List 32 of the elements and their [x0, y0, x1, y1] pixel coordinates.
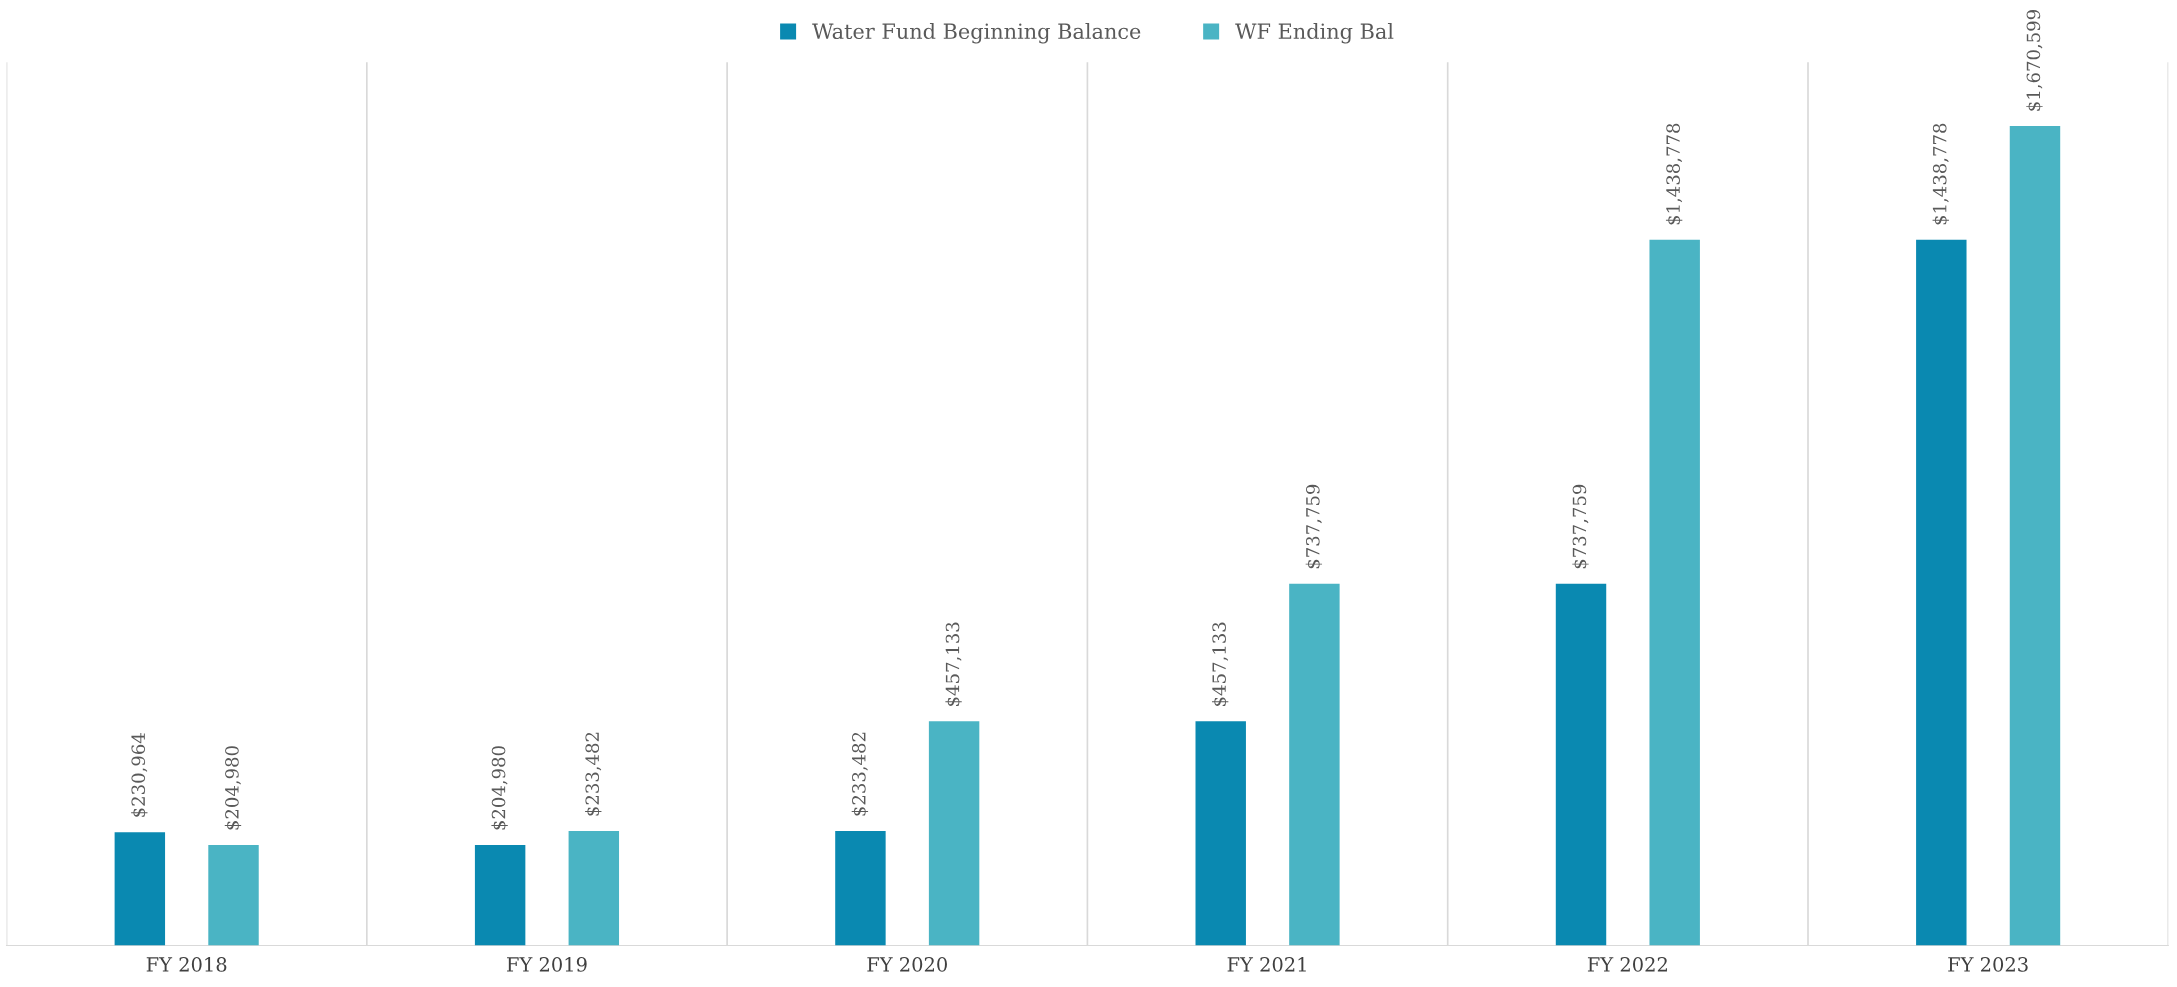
bar — [1289, 583, 1340, 946]
data-label: $737,759 — [1305, 484, 1323, 569]
data-label: $457,133 — [1211, 622, 1229, 706]
bar — [2009, 126, 2061, 946]
bar — [1555, 583, 1607, 946]
x-tick-label: FY 2021 — [1227, 957, 1306, 972]
bar — [1916, 239, 1967, 946]
bar — [1649, 239, 1700, 946]
x-tick-label: FY 2018 — [146, 957, 227, 972]
bar — [568, 831, 620, 946]
x-tick-label: FY 2022 — [1587, 957, 1667, 972]
data-label: $204,980 — [491, 746, 508, 830]
legend-label: WF Ending Bal — [1235, 22, 1394, 44]
legend-label: Water Fund Beginning Balance — [812, 22, 1141, 44]
data-label: $1,670,599 — [2026, 10, 2043, 111]
bar — [474, 845, 526, 946]
data-label: $457,133 — [945, 622, 962, 706]
bar — [835, 831, 886, 946]
data-label: $1,438,778 — [1932, 123, 1949, 225]
data-label: $1,438,778 — [1665, 123, 1683, 225]
data-label: $230,964 — [131, 733, 148, 817]
bar — [1195, 721, 1246, 946]
data-label: $233,482 — [585, 732, 602, 816]
bar — [928, 721, 980, 946]
x-tick-label: FY 2019 — [507, 957, 587, 972]
data-label: $737,759 — [1572, 484, 1589, 569]
data-label: $204,980 — [224, 746, 242, 830]
data-label: $233,482 — [851, 732, 869, 816]
x-tick-label: FY 2023 — [1948, 957, 2028, 972]
x-tick-label: FY 2020 — [867, 957, 947, 972]
bar — [114, 832, 166, 946]
bar — [208, 845, 259, 946]
